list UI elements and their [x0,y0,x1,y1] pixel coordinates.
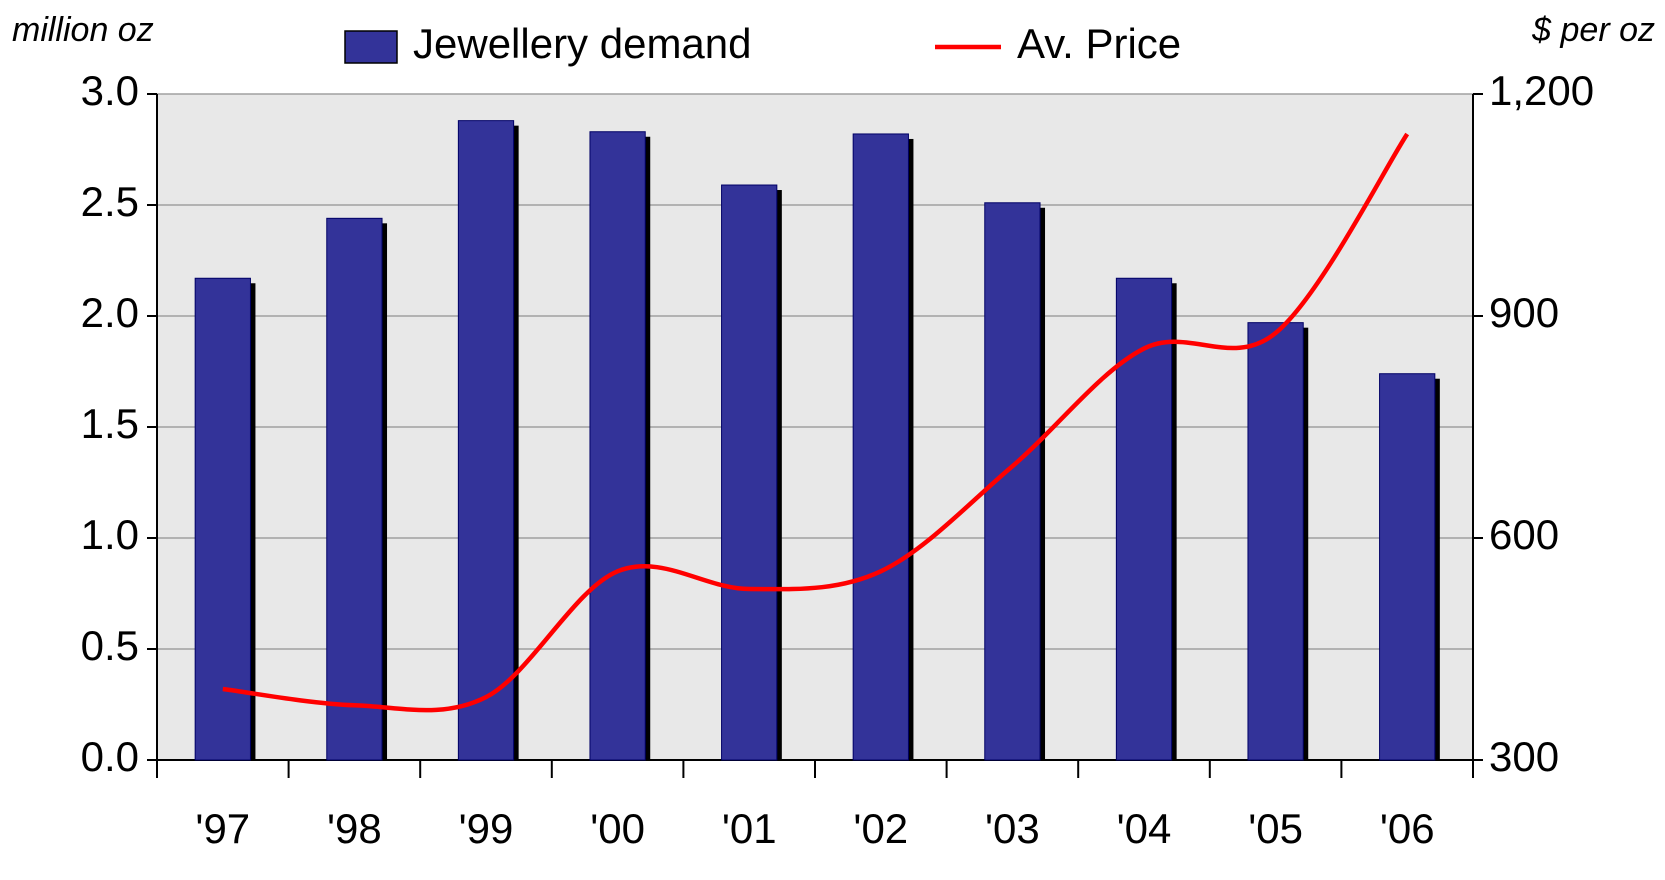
y2-tick-label: 300 [1489,733,1559,780]
bar [194,277,251,761]
x-tick-label: '01 [722,805,777,852]
y-tick-label: 3.0 [81,67,139,114]
y-tick-label: 0.5 [81,622,139,669]
y-axis-label: million oz [12,11,154,49]
x-tick-label: '05 [1248,805,1303,852]
legend-swatch [344,30,398,64]
bar [721,184,778,761]
y2-tick-label: 900 [1489,289,1559,336]
bar [589,131,646,761]
y-tick-label: 0.0 [81,733,139,780]
legend-label: Av. Price [1017,20,1181,67]
x-tick-label: '99 [459,805,514,852]
x-tick-label: '04 [1117,805,1172,852]
y2-axis-label: $ per oz [1531,11,1655,49]
bar [326,217,383,761]
x-tick-label: '97 [195,805,250,852]
x-tick-label: '02 [853,805,908,852]
bar [1379,373,1436,761]
y-tick-label: 2.5 [81,178,139,225]
y-tick-label: 1.5 [81,400,139,447]
y-tick-label: 1.0 [81,511,139,558]
bar [1247,322,1304,761]
y-tick-label: 2.0 [81,289,139,336]
legend-label: Jewellery demand [413,20,752,67]
x-tick-label: '03 [985,805,1040,852]
y2-tick-label: 1,200 [1489,67,1594,114]
bar [457,120,515,761]
y2-tick-label: 600 [1489,511,1559,558]
x-tick-label: '06 [1380,805,1435,852]
x-tick-label: '98 [327,805,382,852]
bar [852,133,909,761]
price-line [222,132,1410,713]
x-tick-label: '00 [590,805,645,852]
